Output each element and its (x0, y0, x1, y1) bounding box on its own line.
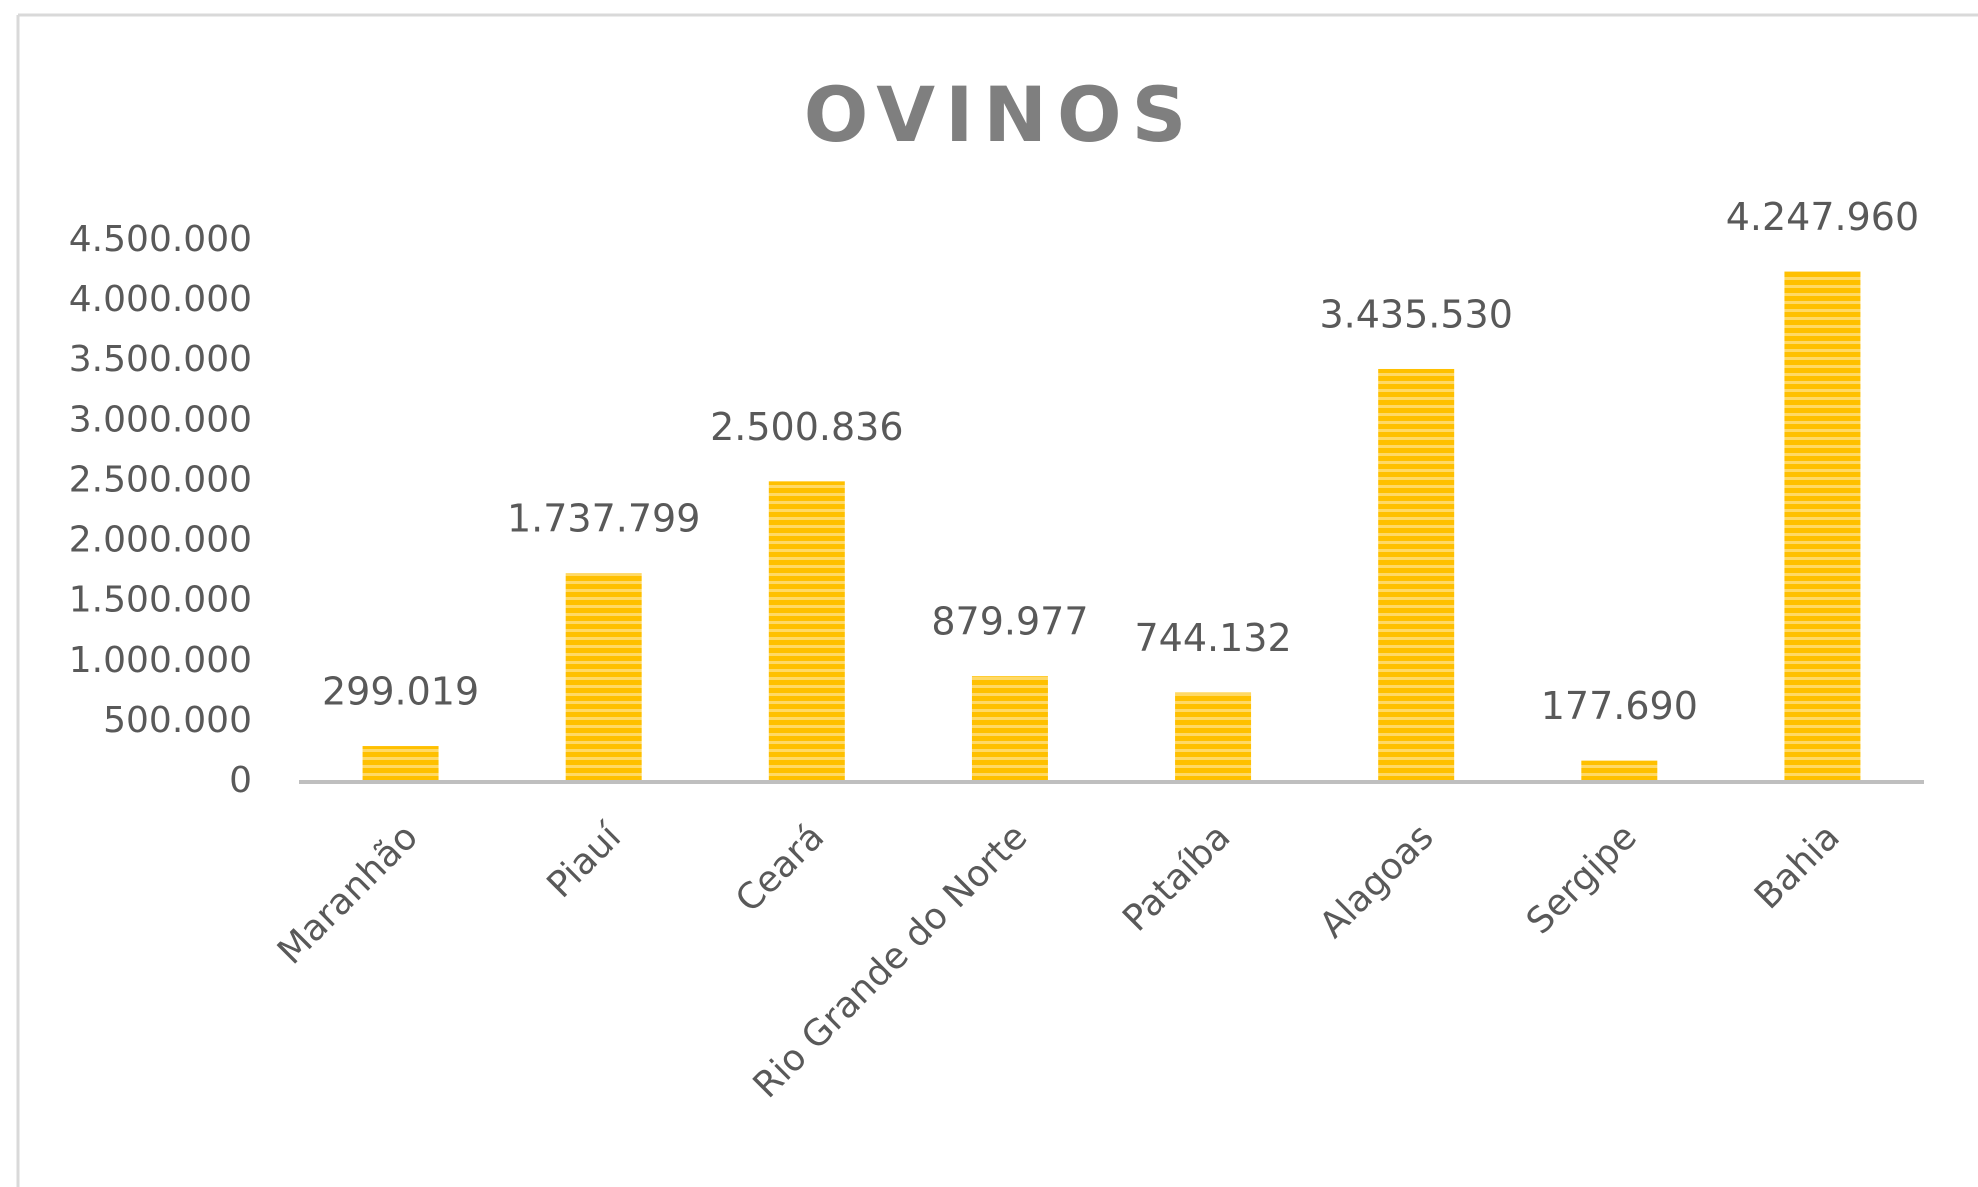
y-tick-label: 500.000 (103, 700, 252, 741)
data-label: 4.247.960 (1726, 195, 1919, 239)
x-tick-label: Piauí (539, 816, 629, 906)
x-tick-label: Sergipe (1519, 816, 1645, 942)
y-tick-label: 4.500.000 (69, 219, 252, 260)
data-label: 299.019 (322, 670, 479, 714)
bar (1581, 760, 1658, 782)
data-label: 879.977 (931, 600, 1088, 644)
data-label: 1.737.799 (507, 497, 700, 541)
x-tick-label: Maranhão (270, 816, 426, 972)
bar (362, 746, 439, 782)
x-tick-label: Ceará (728, 816, 832, 920)
bar (1175, 692, 1252, 782)
x-tick-label: Pataíba (1115, 816, 1238, 939)
y-tick-label: 1.500.000 (69, 580, 252, 621)
data-label: 177.690 (1541, 684, 1698, 728)
bar (768, 481, 845, 782)
y-tick-label: 1.000.000 (69, 640, 252, 681)
bar (971, 676, 1048, 782)
data-label: 2.500.836 (710, 405, 903, 449)
y-tick-label: 2.500.000 (69, 459, 252, 500)
data-label: 3.435.530 (1319, 292, 1512, 336)
y-tick-label: 3.500.000 (69, 339, 252, 380)
bar (1784, 271, 1861, 782)
x-tick-label: Alagoas (1312, 816, 1442, 946)
y-tick-label: 4.000.000 (69, 279, 252, 320)
y-tick-label: 3.000.000 (69, 399, 252, 440)
bar (565, 573, 642, 782)
chart-title: OVINOS (804, 70, 1197, 159)
bar (1378, 368, 1455, 782)
y-tick-label: 2.000.000 (69, 520, 252, 561)
data-label: 744.132 (1134, 616, 1291, 660)
y-tick-label: 0 (229, 760, 252, 801)
x-tick-label: Bahia (1747, 816, 1848, 917)
